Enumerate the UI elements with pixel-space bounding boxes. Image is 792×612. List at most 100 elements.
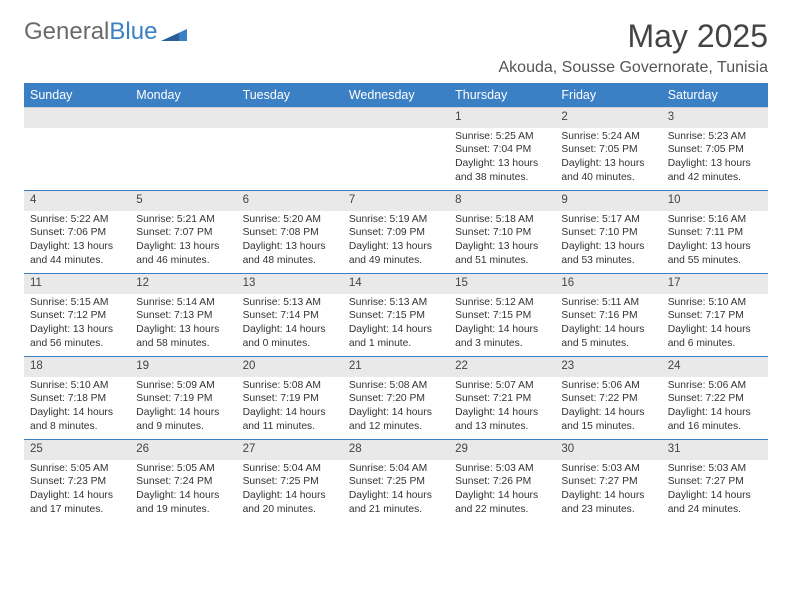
- sunrise-text: Sunrise: 5:17 AM: [561, 213, 655, 227]
- day-number: 31: [662, 440, 768, 460]
- day-number: 13: [237, 274, 343, 294]
- calendar-cell: 1Sunrise: 5:25 AMSunset: 7:04 PMDaylight…: [449, 108, 555, 190]
- day-number: 3: [662, 108, 768, 128]
- cell-body: Sunrise: 5:19 AMSunset: 7:09 PMDaylight:…: [343, 211, 449, 273]
- calendar-cell: 2Sunrise: 5:24 AMSunset: 7:05 PMDaylight…: [555, 108, 661, 190]
- day-header: Wednesday: [343, 83, 449, 107]
- sunrise-text: Sunrise: 5:03 AM: [561, 462, 655, 476]
- cell-body: Sunrise: 5:03 AMSunset: 7:27 PMDaylight:…: [662, 460, 768, 522]
- sunrise-text: Sunrise: 5:07 AM: [455, 379, 549, 393]
- calendar-cell: 7Sunrise: 5:19 AMSunset: 7:09 PMDaylight…: [343, 191, 449, 273]
- sunrise-text: Sunrise: 5:10 AM: [30, 379, 124, 393]
- sunset-text: Sunset: 7:26 PM: [455, 475, 549, 489]
- sunrise-text: Sunrise: 5:05 AM: [30, 462, 124, 476]
- calendar-cell: 10Sunrise: 5:16 AMSunset: 7:11 PMDayligh…: [662, 191, 768, 273]
- day-number: 15: [449, 274, 555, 294]
- sunrise-text: Sunrise: 5:13 AM: [243, 296, 337, 310]
- sunrise-text: Sunrise: 5:22 AM: [30, 213, 124, 227]
- calendar-cell: 27Sunrise: 5:04 AMSunset: 7:25 PMDayligh…: [237, 440, 343, 522]
- sunrise-text: Sunrise: 5:24 AM: [561, 130, 655, 144]
- sunrise-text: Sunrise: 5:05 AM: [136, 462, 230, 476]
- cell-body: Sunrise: 5:20 AMSunset: 7:08 PMDaylight:…: [237, 211, 343, 273]
- daylight-text: Daylight: 14 hours and 21 minutes.: [349, 489, 443, 517]
- sunset-text: Sunset: 7:16 PM: [561, 309, 655, 323]
- calendar-row: 1Sunrise: 5:25 AMSunset: 7:04 PMDaylight…: [24, 107, 768, 190]
- daylight-text: Daylight: 14 hours and 15 minutes.: [561, 406, 655, 434]
- day-number: 10: [662, 191, 768, 211]
- sunrise-text: Sunrise: 5:04 AM: [243, 462, 337, 476]
- calendar-cell: 24Sunrise: 5:06 AMSunset: 7:22 PMDayligh…: [662, 357, 768, 439]
- calendar-row: 4Sunrise: 5:22 AMSunset: 7:06 PMDaylight…: [24, 190, 768, 273]
- daylight-text: Daylight: 14 hours and 23 minutes.: [561, 489, 655, 517]
- calendar-row: 25Sunrise: 5:05 AMSunset: 7:23 PMDayligh…: [24, 439, 768, 522]
- daylight-text: Daylight: 14 hours and 11 minutes.: [243, 406, 337, 434]
- cell-body: Sunrise: 5:05 AMSunset: 7:24 PMDaylight:…: [130, 460, 236, 522]
- day-number: 30: [555, 440, 661, 460]
- day-number: 12: [130, 274, 236, 294]
- calendar-cell: 15Sunrise: 5:12 AMSunset: 7:15 PMDayligh…: [449, 274, 555, 356]
- day-number: 25: [24, 440, 130, 460]
- calendar-cell: 12Sunrise: 5:14 AMSunset: 7:13 PMDayligh…: [130, 274, 236, 356]
- calendar-cell: 28Sunrise: 5:04 AMSunset: 7:25 PMDayligh…: [343, 440, 449, 522]
- cell-body: Sunrise: 5:15 AMSunset: 7:12 PMDaylight:…: [24, 294, 130, 356]
- daylight-text: Daylight: 13 hours and 46 minutes.: [136, 240, 230, 268]
- page-header: GeneralBlue May 2025: [24, 18, 768, 55]
- logo-text-2: Blue: [109, 18, 157, 46]
- sunset-text: Sunset: 7:22 PM: [561, 392, 655, 406]
- daylight-text: Daylight: 13 hours and 51 minutes.: [455, 240, 549, 268]
- sunrise-text: Sunrise: 5:11 AM: [561, 296, 655, 310]
- day-header: Tuesday: [237, 83, 343, 107]
- cell-body: Sunrise: 5:14 AMSunset: 7:13 PMDaylight:…: [130, 294, 236, 356]
- cell-body: Sunrise: 5:11 AMSunset: 7:16 PMDaylight:…: [555, 294, 661, 356]
- daylight-text: Daylight: 13 hours and 40 minutes.: [561, 157, 655, 185]
- calendar-cell-empty: [130, 108, 236, 190]
- cell-body: Sunrise: 5:09 AMSunset: 7:19 PMDaylight:…: [130, 377, 236, 439]
- calendar-page: GeneralBlue May 2025 Akouda, Sousse Gove…: [0, 0, 792, 540]
- daylight-text: Daylight: 13 hours and 49 minutes.: [349, 240, 443, 268]
- calendar-row: 11Sunrise: 5:15 AMSunset: 7:12 PMDayligh…: [24, 273, 768, 356]
- sunset-text: Sunset: 7:21 PM: [455, 392, 549, 406]
- sunset-text: Sunset: 7:14 PM: [243, 309, 337, 323]
- cell-body: Sunrise: 5:25 AMSunset: 7:04 PMDaylight:…: [449, 128, 555, 190]
- sunrise-text: Sunrise: 5:08 AM: [349, 379, 443, 393]
- day-number: 11: [24, 274, 130, 294]
- day-number: 1: [449, 108, 555, 128]
- day-header: Saturday: [662, 83, 768, 107]
- daylight-text: Daylight: 14 hours and 20 minutes.: [243, 489, 337, 517]
- sunrise-text: Sunrise: 5:15 AM: [30, 296, 124, 310]
- sunrise-text: Sunrise: 5:19 AM: [349, 213, 443, 227]
- sunset-text: Sunset: 7:04 PM: [455, 143, 549, 157]
- day-number-empty: [130, 108, 236, 128]
- day-number: 29: [449, 440, 555, 460]
- daylight-text: Daylight: 14 hours and 1 minute.: [349, 323, 443, 351]
- cell-body: Sunrise: 5:22 AMSunset: 7:06 PMDaylight:…: [24, 211, 130, 273]
- calendar-cell: 6Sunrise: 5:20 AMSunset: 7:08 PMDaylight…: [237, 191, 343, 273]
- day-number: 9: [555, 191, 661, 211]
- cell-body: Sunrise: 5:06 AMSunset: 7:22 PMDaylight:…: [555, 377, 661, 439]
- calendar-cell: 21Sunrise: 5:08 AMSunset: 7:20 PMDayligh…: [343, 357, 449, 439]
- day-number: 4: [24, 191, 130, 211]
- calendar-cell: 11Sunrise: 5:15 AMSunset: 7:12 PMDayligh…: [24, 274, 130, 356]
- sunset-text: Sunset: 7:12 PM: [30, 309, 124, 323]
- sunrise-text: Sunrise: 5:10 AM: [668, 296, 762, 310]
- cell-body: Sunrise: 5:06 AMSunset: 7:22 PMDaylight:…: [662, 377, 768, 439]
- day-number: 27: [237, 440, 343, 460]
- sunset-text: Sunset: 7:22 PM: [668, 392, 762, 406]
- day-number: 7: [343, 191, 449, 211]
- day-number: 2: [555, 108, 661, 128]
- calendar-cell: 18Sunrise: 5:10 AMSunset: 7:18 PMDayligh…: [24, 357, 130, 439]
- cell-body: Sunrise: 5:13 AMSunset: 7:14 PMDaylight:…: [237, 294, 343, 356]
- daylight-text: Daylight: 13 hours and 48 minutes.: [243, 240, 337, 268]
- day-number-empty: [237, 108, 343, 128]
- sunset-text: Sunset: 7:15 PM: [349, 309, 443, 323]
- calendar-cell: 31Sunrise: 5:03 AMSunset: 7:27 PMDayligh…: [662, 440, 768, 522]
- day-number: 19: [130, 357, 236, 377]
- daylight-text: Daylight: 13 hours and 44 minutes.: [30, 240, 124, 268]
- daylight-text: Daylight: 14 hours and 24 minutes.: [668, 489, 762, 517]
- daylight-text: Daylight: 13 hours and 55 minutes.: [668, 240, 762, 268]
- calendar-cell-empty: [24, 108, 130, 190]
- cell-body: Sunrise: 5:03 AMSunset: 7:26 PMDaylight:…: [449, 460, 555, 522]
- cell-body: Sunrise: 5:10 AMSunset: 7:18 PMDaylight:…: [24, 377, 130, 439]
- sunrise-text: Sunrise: 5:23 AM: [668, 130, 762, 144]
- calendar-cell: 19Sunrise: 5:09 AMSunset: 7:19 PMDayligh…: [130, 357, 236, 439]
